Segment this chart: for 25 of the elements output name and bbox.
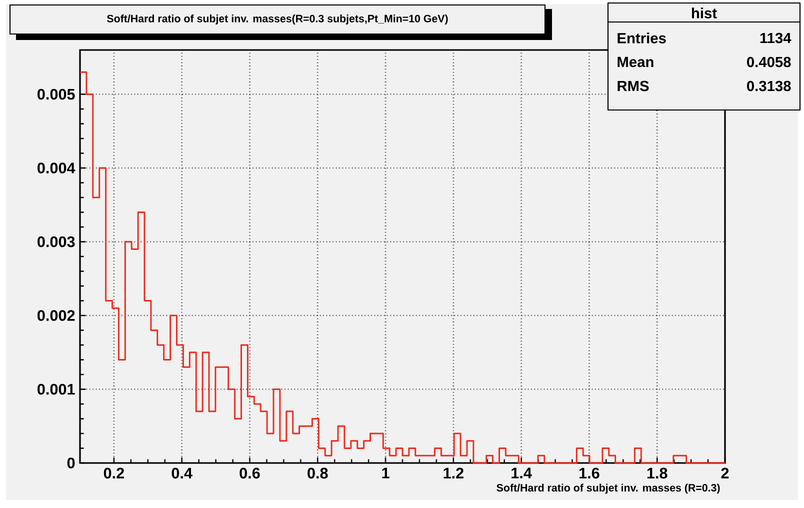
x-tick-label: 0.2 — [104, 468, 124, 479]
x-tick-label: 1.8 — [647, 468, 668, 479]
x-tick-label: 0.8 — [308, 468, 328, 479]
annotation: RMS — [618, 80, 649, 92]
text: 0.3138 — [747, 80, 791, 92]
text: hist — [692, 8, 717, 18]
x-tick-label: 0.4 — [172, 468, 192, 479]
x-tick-label: 1.6 — [580, 468, 600, 479]
x-tick-label: 2 — [721, 468, 729, 478]
y-tick-label: 0.002 — [38, 310, 75, 321]
y-tick-label: 0.003 — [38, 236, 75, 248]
chart-title: Soft/Hard ratio of subjet inv. masses(R=0.3 subjets,Pt_Min=10 GeV) — [107, 14, 448, 24]
text: Entries — [618, 32, 666, 44]
y-tick-label: 0.005 — [38, 88, 75, 100]
y-tick-label: 0.004 — [38, 162, 76, 174]
x-tick-label: 1 — [382, 468, 390, 478]
text: 0.4058 — [747, 56, 791, 68]
x-axis-title: Soft/Hard ratio of subjet inv. masses (R=0.3) — [496, 484, 720, 494]
text: 1134 — [760, 32, 792, 44]
y-tick-label: 0 — [67, 458, 75, 468]
x-tick-label: 1.2 — [444, 468, 464, 478]
x-tick-label: 1.4 — [512, 468, 532, 478]
y-tick-label: 0.001 — [38, 384, 75, 395]
x-tick-label: 0.6 — [240, 468, 260, 479]
annotation: Mean — [618, 56, 654, 68]
